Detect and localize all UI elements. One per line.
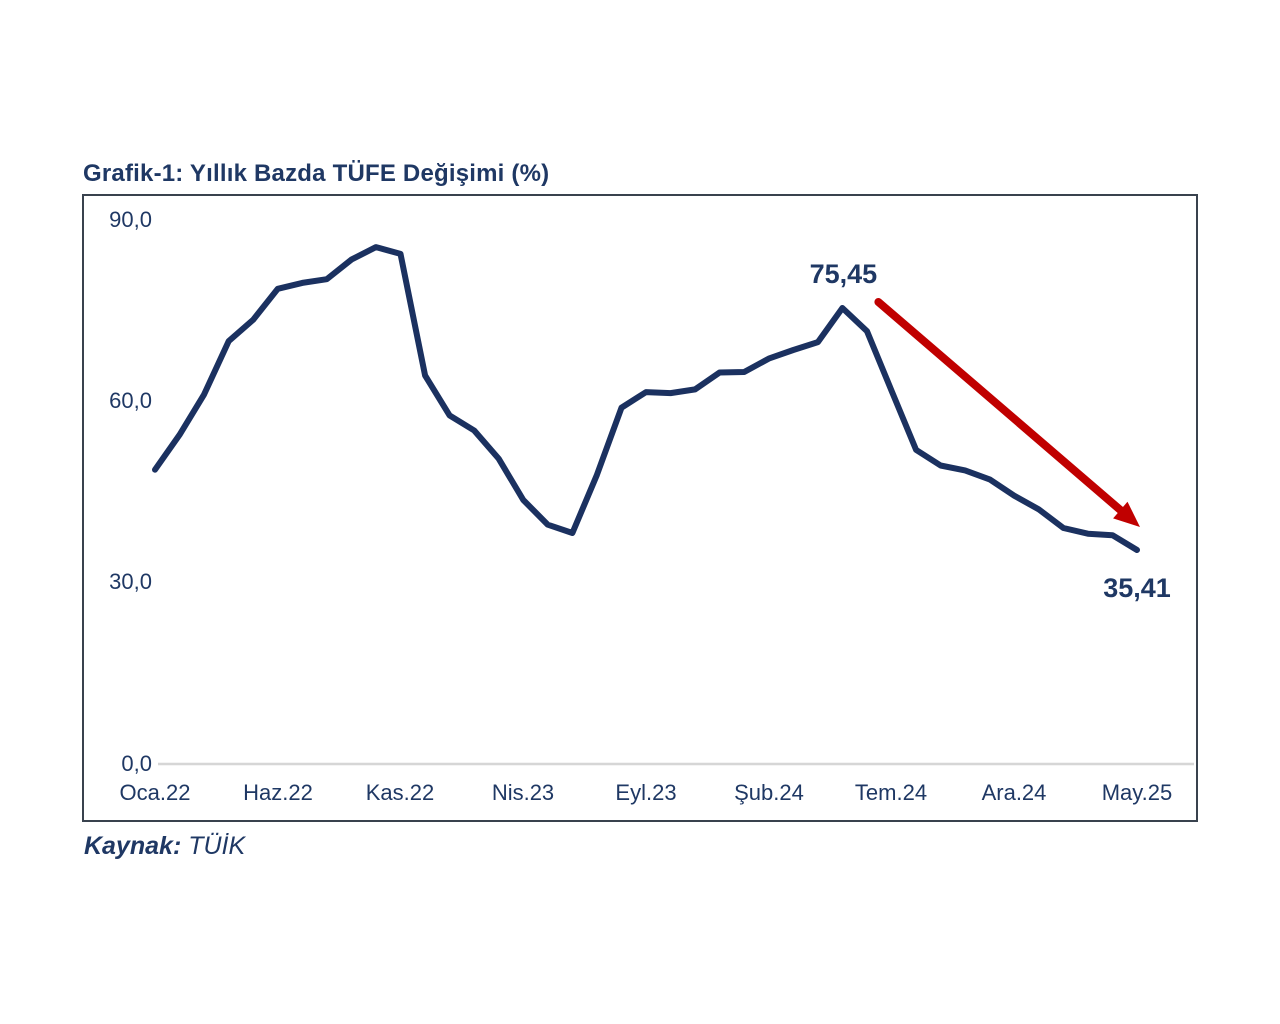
- x-axis-tick-sub24: Şub.24: [734, 780, 804, 805]
- chart-plot-area: 90,0 60,0 30,0 0,0 Oca.22 Haz.22 Kas.22 …: [82, 194, 1198, 822]
- x-axis-tick-eyl23: Eyl.23: [615, 780, 677, 805]
- x-axis-tick-may25: May.25: [1101, 780, 1173, 805]
- chart-title: Grafik-1: Yıllık Bazda TÜFE Değişimi (%): [83, 160, 550, 187]
- tufe-line-chart: [152, 244, 1194, 766]
- source-caption-label: Kaynak:: [84, 832, 182, 860]
- y-axis-tick-90: 90,0: [109, 207, 152, 232]
- latest-value-label: 35,41: [1103, 572, 1171, 603]
- source-caption-value: TÜİK: [188, 832, 246, 860]
- source-caption: Kaynak: TÜİK: [84, 832, 245, 861]
- x-axis-tick-haz22: Haz.22: [243, 780, 313, 805]
- x-axis-tick-ara24: Ara.24: [981, 780, 1047, 805]
- y-axis-tick-60: 60,0: [109, 388, 152, 413]
- peak-value-label: 75,45: [809, 258, 878, 289]
- y-axis-tick-30: 30,0: [109, 569, 152, 594]
- decline-arrow-shaft: [874, 298, 1131, 520]
- x-axis-tick-kas22: Kas.22: [365, 780, 435, 805]
- x-axis-tick-nis23: Nis.23: [491, 780, 555, 805]
- x-axis-tick-oca22: Oca.22: [119, 780, 191, 805]
- decline-arrow-head: [1113, 501, 1140, 527]
- y-axis-tick-0: 0,0: [121, 751, 152, 776]
- tufe-series-line: [152, 244, 1140, 553]
- x-axis-tick-tem24: Tem.24: [854, 780, 928, 805]
